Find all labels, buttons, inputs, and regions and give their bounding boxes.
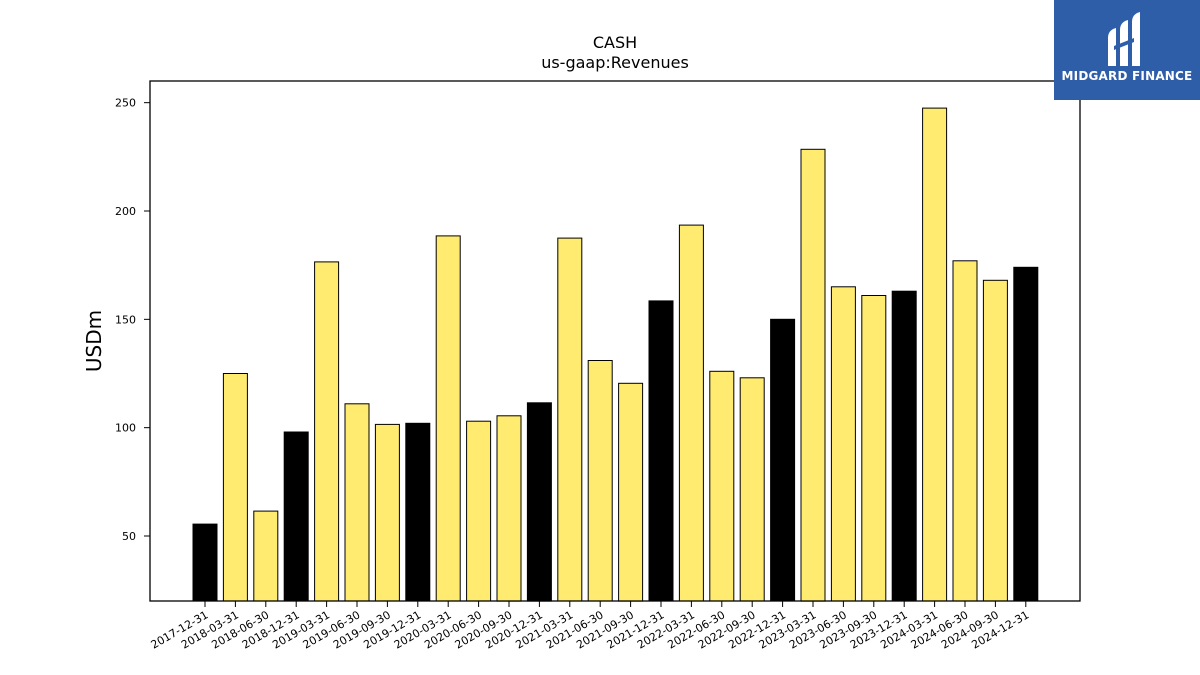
bar-2021-03-31 [557, 237, 583, 602]
bar-2023-09-30 [861, 295, 887, 602]
bar-2022-06-30 [709, 370, 735, 602]
chart-title: CASH [593, 33, 637, 52]
logo-mark-icon [1108, 12, 1140, 66]
bar-2021-09-30 [618, 382, 644, 602]
bar-2017-12-31 [192, 523, 218, 602]
bar-2024-06-30 [952, 260, 978, 602]
bar-2018-06-30 [253, 510, 279, 602]
x-axis-ticks: 2017-12-312018-03-312018-06-302018-12-31… [149, 601, 1031, 652]
bar-2019-03-31 [314, 261, 340, 602]
bar-2023-03-31 [800, 148, 826, 602]
bar-2024-03-31 [922, 107, 948, 602]
y-tick-label: 150 [115, 313, 136, 326]
y-tick-label: 200 [115, 205, 136, 218]
bar-2020-06-30 [466, 420, 492, 602]
bar-2020-09-30 [496, 415, 522, 602]
y-tick-label: 100 [115, 422, 136, 435]
bar-2019-12-31 [405, 422, 431, 602]
y-tick-label: 250 [115, 97, 136, 110]
bar-2022-12-31 [770, 318, 796, 602]
logo-text: MIDGARD FINANCE [1061, 69, 1193, 83]
y-tick-label: 50 [122, 530, 136, 543]
plot-frame [149, 80, 1081, 602]
bar-2023-06-30 [830, 286, 856, 602]
bar-2019-06-30 [344, 403, 370, 602]
bar-2021-12-31 [648, 300, 674, 602]
bar-2020-03-31 [435, 235, 461, 602]
bar-2024-12-31 [1013, 266, 1039, 602]
midgard-finance-logo: MIDGARD FINANCE [1054, 0, 1200, 100]
chart-subtitle: us-gaap:Revenues [541, 53, 689, 72]
bar-2020-12-31 [526, 402, 552, 602]
bar-2022-09-30 [739, 377, 765, 602]
bars-group [192, 107, 1039, 602]
y-axis-ticks: 50 100 150 200 250 [115, 97, 150, 543]
bar-2022-03-31 [678, 224, 704, 602]
bar-2023-12-31 [891, 290, 917, 602]
bar-2018-12-31 [283, 431, 309, 602]
bar-2021-06-30 [587, 360, 613, 602]
bar-2019-09-30 [374, 423, 400, 602]
y-axis-label: USDm [82, 310, 106, 372]
bar-2024-09-30 [982, 279, 1008, 602]
bar-2018-03-31 [222, 373, 248, 602]
